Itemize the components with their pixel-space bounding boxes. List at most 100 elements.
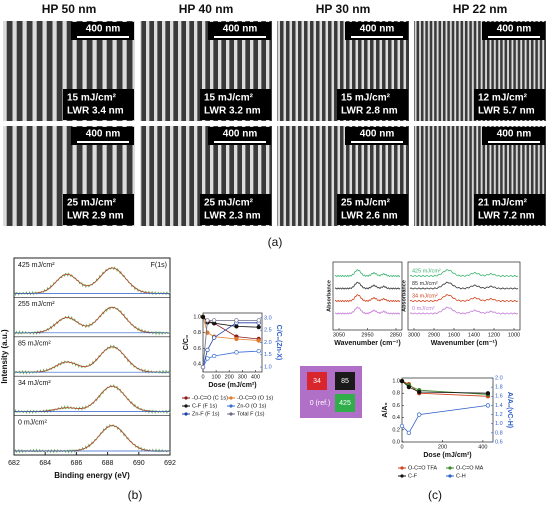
data-point — [205, 347, 210, 353]
scale-box — [482, 22, 545, 40]
raw-spectrum — [13, 266, 171, 297]
y2-axis-label: A/A₀(νC-H) — [506, 392, 513, 428]
sample-label: 0 (ref.) — [310, 400, 331, 407]
legend-marker — [448, 474, 452, 478]
data-point — [256, 348, 261, 354]
ftir-spectrum — [334, 306, 401, 315]
scale-label: 400 nm — [86, 129, 121, 140]
legend-label: Zn-O (O 1s) — [237, 403, 267, 409]
y-tick-label: 0.8 — [392, 391, 400, 397]
x-tick-label: 3050 — [333, 332, 345, 338]
y2-tick-label: 1.5 — [264, 352, 272, 358]
info-box — [474, 194, 545, 225]
spectrum-label: 0 mJ/cm² — [18, 419, 47, 426]
legend-label: O-C=O MA — [456, 465, 484, 471]
y-tick-label: 0.6 — [392, 403, 400, 409]
data-point — [211, 353, 217, 359]
data-point — [256, 338, 261, 343]
data-point — [406, 430, 412, 436]
legend-marker — [184, 396, 188, 400]
dose-label: 25 mJ/cm² — [341, 198, 391, 209]
legend-label: Zn-F (F 1s) — [192, 411, 220, 417]
lwr-label: LWR 2.8 nm — [341, 106, 398, 117]
spectrum-label: 255 mJ/cm² — [18, 301, 55, 308]
ftir-spectrum — [409, 281, 519, 290]
series-line — [401, 380, 488, 394]
y-tick-label: 0.2 — [392, 427, 400, 433]
x-tick-label: 690 — [133, 460, 145, 467]
ftir-frame — [407, 261, 521, 331]
data-point — [256, 325, 261, 330]
data-point — [399, 423, 405, 429]
x-axis-label: Dose (mJ/cm²) — [208, 382, 256, 389]
x-tick-label: 2950 — [361, 332, 373, 338]
legend-label: C-F — [408, 473, 418, 479]
spectra-frame — [13, 257, 171, 456]
ftir-frame — [332, 261, 403, 331]
legend-marker — [229, 396, 233, 400]
y-tick-label: 0.4 — [392, 415, 400, 421]
data-point — [399, 378, 405, 384]
info-box — [200, 194, 271, 225]
plot-frame — [401, 377, 494, 443]
data-point — [200, 364, 206, 370]
y2-tick-label: 0.8 — [495, 430, 503, 436]
y-tick-label: 0.6 — [193, 346, 201, 352]
scale-label: 400 nm — [223, 129, 258, 140]
scale-box — [71, 22, 134, 40]
x-axis-label: Binding energy (eV) — [54, 471, 130, 480]
sample-label: 85 — [341, 378, 349, 385]
dose-label: 15 mJ/cm² — [67, 93, 117, 104]
lwr-label: LWR 2.9 nm — [67, 211, 124, 222]
x-tick-label: 200 — [438, 444, 447, 450]
legend-label: Total F (1s) — [237, 411, 265, 417]
data-point — [211, 318, 217, 323]
y2-tick-label: 1.0 — [264, 365, 272, 371]
fit-curve — [14, 385, 170, 412]
data-point — [485, 391, 491, 396]
series-line — [401, 380, 488, 397]
x-tick-label: 300 — [238, 374, 247, 380]
spectrum-label: 85 mJ/cm² — [18, 341, 51, 348]
x-axis-label: Wavenumber (cm⁻¹) — [431, 340, 497, 347]
data-point — [417, 389, 422, 395]
data-point — [485, 403, 491, 408]
data-point — [205, 356, 210, 361]
x-tick-label: 1400 — [468, 332, 480, 338]
dose-label: 15 mJ/cm² — [341, 93, 391, 104]
info-box — [200, 89, 271, 120]
y-tick-label: 0.0 — [392, 439, 400, 445]
dose-label: 12 mJ/cm² — [478, 93, 528, 104]
series-line — [202, 322, 259, 368]
info-box — [63, 194, 134, 225]
lwr-label: LWR 7.2 nm — [478, 211, 535, 222]
spectrum-label: 0 mJ/cm² — [412, 306, 435, 312]
y-axis-label: Intensity (a.u.) — [0, 329, 9, 384]
legend-label: -O-C=O (O 1s) — [237, 395, 273, 401]
column-title: HP 50 nm — [42, 2, 96, 16]
ftir-spectrum — [409, 269, 519, 278]
legend-label: C-H — [456, 473, 466, 479]
y2-tick-label: 2.5 — [264, 328, 272, 334]
y-tick-label: 0.4 — [193, 362, 201, 368]
x-axis-label: Dose (mJ/cm²) — [423, 452, 471, 459]
data-point — [211, 335, 217, 340]
panel-label: (a) — [268, 235, 283, 249]
scale-label: 400 nm — [497, 24, 532, 35]
info-box — [337, 89, 408, 120]
fit-curve — [14, 307, 170, 334]
y2-tick-label: 1.8 — [495, 385, 503, 391]
sample-label: 34 — [313, 378, 321, 385]
series-line — [401, 405, 488, 434]
legend-label: C-F (F 1s) — [192, 403, 217, 409]
x-tick-label: 0 — [201, 374, 204, 380]
spectrum-label: 85 mJ/cm² — [412, 281, 438, 287]
fit-curve — [14, 346, 170, 373]
data-point — [406, 384, 412, 390]
dose-label: 25 mJ/cm² — [67, 198, 117, 209]
raw-spectrum — [14, 423, 171, 454]
column-title: HP 30 nm — [316, 2, 370, 16]
x-axis-label: Wavenumber (cm⁻¹) — [334, 340, 400, 347]
data-point — [234, 350, 239, 355]
scale-label: 400 nm — [497, 129, 532, 140]
